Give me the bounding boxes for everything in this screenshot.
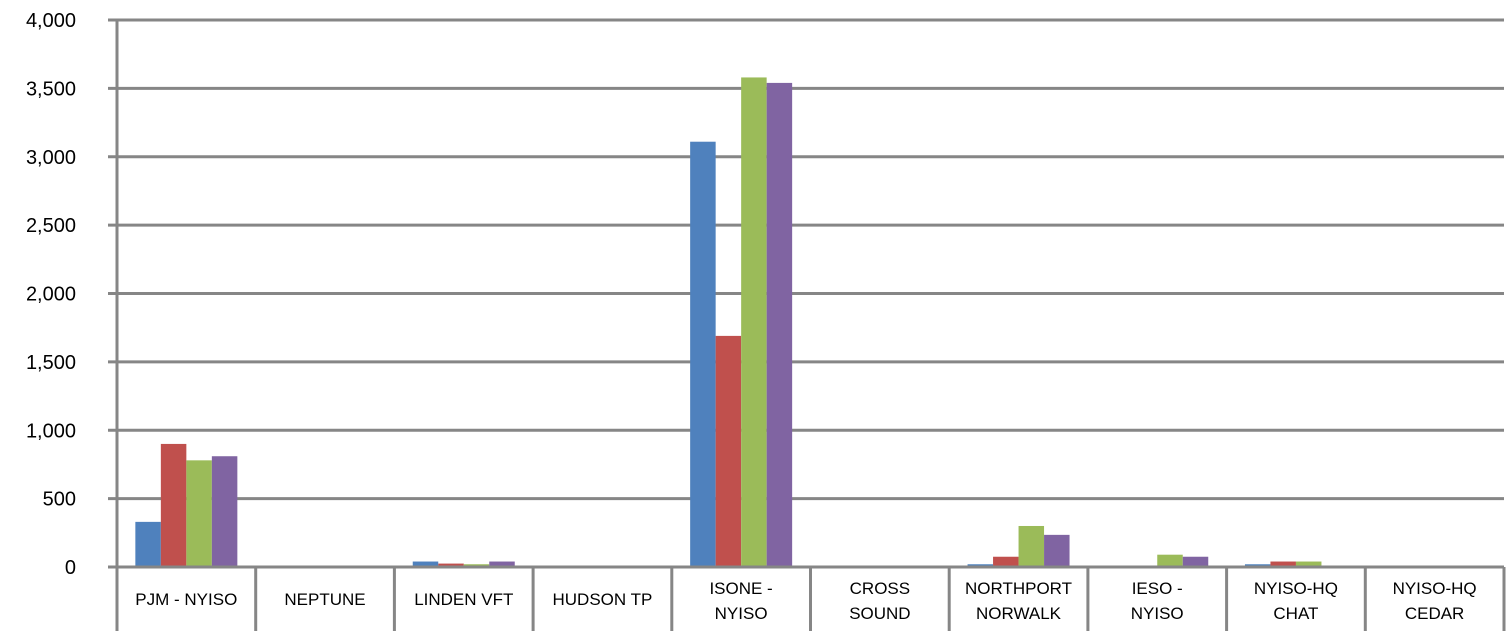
y-tick-label: 1,000	[26, 420, 76, 442]
category-label: NEPTUNE	[284, 590, 365, 609]
bar	[186, 460, 212, 567]
category-label: CROSS	[850, 579, 910, 598]
bar	[1044, 534, 1070, 567]
bar	[1182, 556, 1209, 567]
category-label: NYISO	[715, 604, 768, 623]
bar	[993, 556, 1019, 567]
bar	[715, 335, 742, 567]
y-tick-label: 2,500	[26, 215, 76, 237]
y-tick-label: 2,000	[26, 284, 76, 306]
y-axis-tick-labels: 0 500 1,000 1,500 2,000 2,500 3,000 3,500 4,000	[26, 10, 76, 579]
gridlines	[108, 18, 1504, 569]
category-label: NORWALK	[976, 604, 1062, 623]
bar	[211, 456, 238, 567]
bar	[1270, 561, 1296, 567]
bar	[135, 521, 161, 567]
bar	[741, 77, 767, 567]
y-tick-label: 1,500	[26, 352, 76, 374]
category-label: IESO -	[1132, 579, 1183, 598]
category-label: CEDAR	[1405, 604, 1465, 623]
y-tick-label: 3,000	[26, 147, 76, 169]
category-label: NORTHPORT	[965, 579, 1072, 598]
category-label: NYISO-HQ	[1393, 579, 1477, 598]
category-label: SOUND	[849, 604, 910, 623]
category-label: NYISO	[1131, 604, 1184, 623]
category-label: PJM - NYISO	[135, 590, 237, 609]
bar	[412, 561, 439, 567]
category-label: LINDEN VFT	[414, 590, 513, 609]
bar	[438, 563, 464, 567]
y-tick-label: 0	[65, 557, 76, 579]
bar	[1157, 554, 1183, 567]
bars	[135, 77, 1322, 568]
bar	[489, 561, 515, 567]
category-label: HUDSON TP	[552, 590, 652, 609]
y-tick-label: 3,500	[26, 78, 76, 100]
axes	[115, 20, 1506, 631]
bar	[690, 141, 716, 567]
bar	[1018, 525, 1045, 567]
bar	[160, 443, 187, 567]
category-labels: PJM - NYISO NEPTUNE LINDEN VFT HUDSON TP ISO…	[135, 579, 1476, 623]
category-label: NYISO-HQ	[1254, 579, 1338, 598]
bar	[1295, 561, 1322, 567]
category-label: ISONE -	[709, 579, 772, 598]
bar	[766, 82, 793, 568]
y-tick-label: 4,000	[26, 10, 76, 32]
category-label: CHAT	[1273, 604, 1318, 623]
y-tick-label: 500	[43, 489, 76, 511]
